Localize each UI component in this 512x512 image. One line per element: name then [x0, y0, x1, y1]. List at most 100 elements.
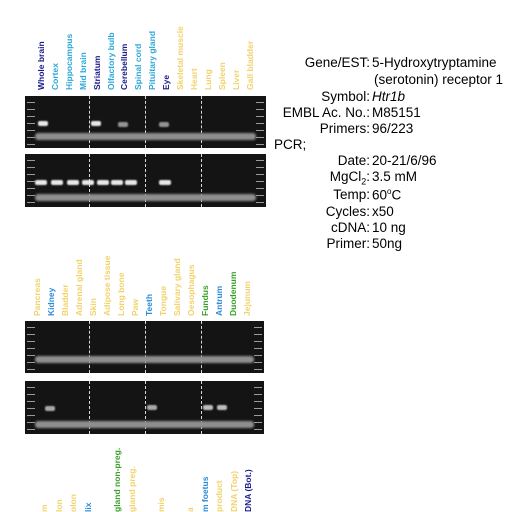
pcr-band: [38, 121, 48, 126]
primer-dimer-row: [35, 194, 256, 201]
lane-label: olon: [68, 494, 79, 512]
lane-label: Hippocampus: [63, 33, 74, 90]
lane-label: Jejunum: [242, 281, 252, 316]
temp-value: 60oC: [372, 187, 402, 203]
ladder-right: [256, 154, 264, 207]
cdna-value: 10 ng: [372, 220, 406, 235]
lane-label: lix: [82, 502, 93, 512]
lane-divider: [201, 321, 202, 373]
lane-label: Long bone: [116, 272, 126, 316]
mid-lane-labels: Pancreas Kidney Bladder Adrenal gland Skin Ad…: [0, 240, 270, 316]
ladder-left: [27, 321, 35, 373]
lane-label: Tongue: [158, 285, 168, 316]
primer-dimer-row: [35, 133, 256, 140]
symbol-value: Htr1b: [372, 89, 406, 104]
lane-label: Spleen: [216, 62, 227, 90]
ladder-left: [27, 381, 35, 434]
lane-label: a: [185, 507, 195, 512]
temp-key: Temp:: [333, 187, 370, 202]
pcr-label: PCR;: [274, 137, 307, 152]
lane-label: Antrum: [214, 285, 224, 316]
gel-mid-upper: [25, 321, 264, 373]
top-lane-labels: Whole brain Cortex Hippocampus Mid brain Str…: [0, 0, 270, 90]
lane-label: Kidney: [46, 287, 56, 316]
lane-label: Teeth: [144, 293, 154, 316]
lane-label: lon: [53, 499, 64, 512]
lane-label: m foetus: [199, 476, 210, 512]
gene-value-cont: (serotonin) receptor 1: [374, 72, 504, 87]
lane-label: Adipose tissue: [102, 255, 112, 316]
date-value: 20-21/6/96: [372, 153, 437, 168]
primer-value: 50ng: [372, 236, 403, 251]
lane-label: Mid brain: [77, 52, 88, 90]
cdna-key: cDNA:: [330, 220, 370, 235]
lane-label: gland non-preg.: [112, 447, 122, 512]
symbol-key: Symbol:: [321, 89, 370, 104]
lane-label: Adrenal gland: [74, 259, 84, 316]
lane-label: Cortex: [49, 63, 60, 90]
cycles-key: Cycles:: [325, 204, 370, 219]
lane-divider: [201, 381, 202, 434]
lane-label: mis: [155, 497, 166, 512]
lane-label: Bladder: [60, 284, 70, 316]
ladder-right: [254, 381, 262, 434]
primer-dimer-row: [35, 421, 254, 428]
info-panel: Gene/EST: 5-Hydroxytryptamine (serotonin…: [270, 55, 512, 255]
pcr-band: [147, 405, 157, 410]
pcr-band: [159, 122, 169, 127]
lane-label: Eye: [161, 74, 172, 90]
primers-value: 96/223: [372, 121, 414, 136]
lane-divider: [145, 321, 146, 373]
pcr-band: [82, 180, 94, 185]
pcr-band: [203, 405, 213, 410]
gel-mid-lower: [25, 381, 264, 434]
pcr-band: [45, 406, 55, 411]
mgcl-key: MgCl2:: [329, 169, 370, 187]
embl-key: EMBL Ac. No.:: [282, 105, 370, 120]
lane-label: gland preg.: [126, 466, 137, 512]
lane-divider: [89, 321, 90, 373]
mgcl-value: 3.5 mM: [372, 169, 418, 184]
lane-divider: [145, 96, 146, 148]
lane-label: Paw: [130, 298, 140, 316]
primer-key: Primer:: [326, 236, 371, 251]
lane-divider: [145, 154, 146, 207]
pcr-band: [217, 405, 227, 410]
ladder-left: [27, 154, 35, 207]
gel-top-upper: [25, 96, 266, 148]
lane-divider: [89, 96, 90, 148]
lane-label: Skin: [88, 298, 98, 316]
pcr-band: [67, 180, 79, 185]
lane-label: Oesophagus: [186, 264, 196, 316]
pcr-band: [91, 121, 101, 126]
lane-label: Fundus: [200, 285, 210, 316]
lane-label: Salivary gland: [172, 258, 182, 316]
ladder-right: [256, 96, 264, 148]
bottom-lane-labels: m lon olon lix gland non-preg. gland preg. mis…: [0, 440, 270, 512]
lane-label: Skeletal muscle: [175, 26, 185, 90]
primer-dimer-row: [35, 356, 254, 363]
lane-label: Heart: [188, 68, 199, 90]
ladder-left: [27, 96, 35, 148]
pcr-band: [159, 180, 171, 185]
pcr-band: [35, 180, 47, 185]
pcr-band: [51, 180, 63, 185]
lane-label: Spinal cord: [133, 43, 144, 90]
date-key: Date:: [337, 153, 370, 168]
lane-divider: [145, 381, 146, 434]
lane-label: Duodenum: [228, 271, 238, 316]
lane-label: DNA (Bot.): [243, 469, 254, 512]
embl-value: M85151: [372, 105, 421, 120]
gene-key: Gene/EST:: [304, 55, 370, 70]
primers-key: Primers:: [319, 121, 370, 136]
pcr-band: [118, 122, 128, 127]
lane-label: Pancreas: [32, 278, 42, 316]
cycles-value: x50: [372, 204, 394, 219]
pcr-band: [111, 180, 123, 185]
gel-top-lower: [25, 154, 266, 207]
ladder-right: [254, 321, 262, 373]
lane-label: Liver: [230, 69, 241, 90]
lane-label: Cerebellum: [119, 43, 130, 90]
lane-label: DNA (Top): [228, 470, 239, 512]
pcr-band: [125, 180, 137, 185]
